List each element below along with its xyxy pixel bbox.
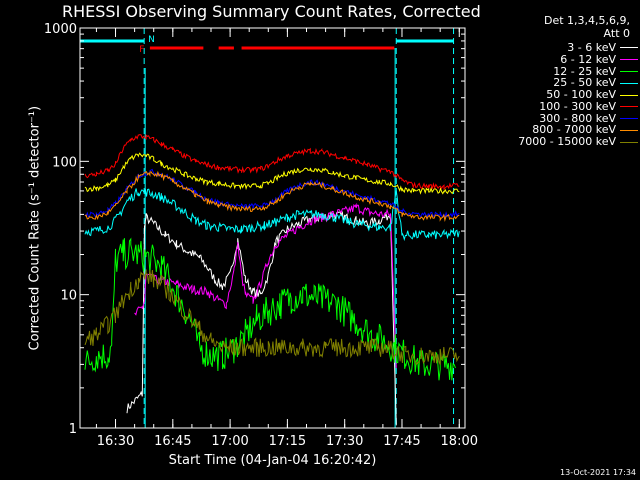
legend-entry: 12 - 25 keV [482,64,638,78]
legend-label: 100 - 300 keV [539,99,616,113]
legend-label: 800 - 7000 keV [532,123,616,137]
series-line-5 [84,133,460,190]
detector-info: Det 1,3,4,5,6,9, Att 0 [544,14,630,40]
x-tick-label: 16:45 [154,434,191,449]
legend-entry: 800 - 7000 keV [482,123,638,137]
legend-swatch [620,70,638,72]
legend-swatch [620,82,638,84]
legend-entry: 50 - 100 keV [482,89,638,101]
x-tick-label: 17:15 [269,434,306,449]
legend-swatch [620,106,638,108]
legend-entry: 7000 - 15000 keV [482,136,638,148]
legend-entry: 3 - 6 keV [482,40,638,54]
y-axis-label: Corrected Count Rate (s⁻¹ detector⁻¹) [27,105,43,351]
legend-label: 6 - 12 keV [560,52,616,66]
x-tick-label: 17:30 [326,434,363,449]
legend-entry: 100 - 300 keV [482,99,638,113]
series-line-0 [126,210,397,426]
legend-label: 25 - 50 keV [553,76,616,90]
series-line-3 [84,188,460,242]
legend-label: 3 - 6 keV [567,40,616,54]
x-tick-label: 18:00 [441,434,478,449]
legend-label: 7000 - 15000 keV [518,135,616,149]
x-axis-label: Start Time (04-Jan-04 16:20:42) [168,453,377,468]
y-tick-label: 100 [52,155,77,170]
x-tick-label: 16:30 [97,434,134,449]
legend-swatch [620,129,638,131]
y-tick-label: 10 [60,289,77,304]
y-tick-label: 1000 [44,22,77,37]
detector-list: Det 1,3,4,5,6,9, [543,14,630,27]
legend-swatch [620,94,638,96]
y-tick-label: 1 [69,422,77,437]
chart-title: RHESSI Observing Summary Count Rates, Co… [62,2,481,21]
legend-label: 300 - 800 keV [539,111,616,125]
legend-entry: 6 - 12 keV [482,52,638,66]
series-line-6 [84,168,460,219]
legend-swatch [620,47,638,49]
legend-label: 50 - 100 keV [546,88,616,102]
x-tick-label: 17:00 [211,434,248,449]
legend-label: 12 - 25 keV [553,64,616,78]
attenuator-state: Att 0 [603,27,630,40]
series-line-1 [134,202,397,368]
night-flag-label: N [148,35,155,45]
legend-entry: 25 - 50 keV [482,77,638,89]
legend-swatch [620,59,638,61]
legend: 3 - 6 keV 6 - 12 keV 12 - 25 keV 25 - 50 ke… [482,40,638,148]
flare-flag-label: F [139,45,144,55]
plot-frame [79,27,466,429]
series-line-8 [84,269,460,366]
series-line-2 [84,237,456,381]
x-tick-label: 17:45 [383,434,420,449]
legend-entry: 300 - 800 keV [482,111,638,125]
series-line-7 [84,170,460,222]
generation-timestamp: 13-Oct-2021 17:34 [560,468,636,477]
legend-swatch [620,141,638,143]
series-line-4 [84,152,460,195]
legend-swatch [620,118,638,120]
